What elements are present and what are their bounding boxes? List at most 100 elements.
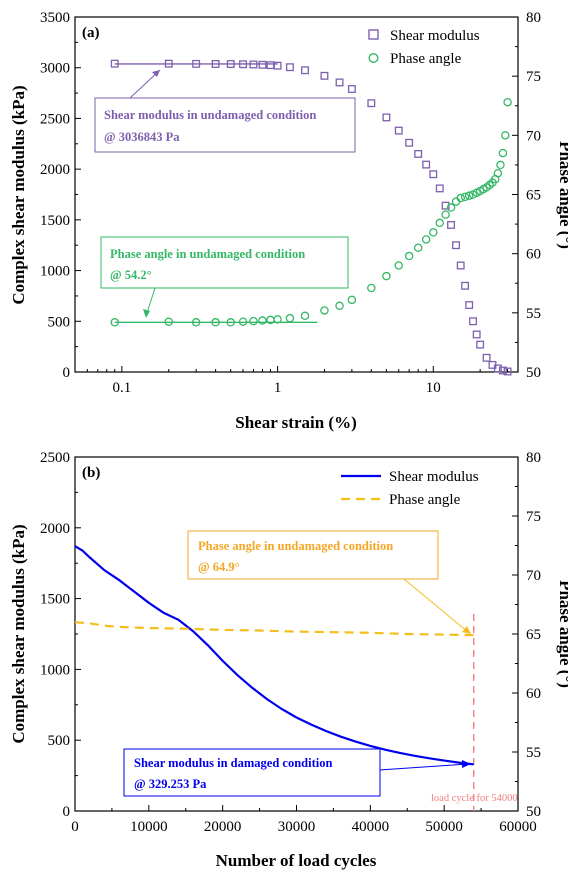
legend-b-shear-modulus-label: Shear modulus [389,469,479,485]
data-point-shear-modulus [503,367,512,376]
y-tick-label: 3500 [40,10,70,26]
y-axis-label-b: Complex shear modulus (kPa) [9,524,28,743]
y2-tick-label: 80 [526,450,541,466]
x-tick-label: 40000 [352,819,390,835]
y-tick-label: 1500 [40,213,70,229]
y-tick-label: 0 [63,365,71,381]
x-tick-label: 1 [274,380,282,396]
data-point-shear-modulus [441,201,450,210]
annotation-line-2: @ 54.2° [110,268,152,282]
x-tick-label: 0.1 [112,380,131,396]
annotation-line-1: Phase angle in undamaged condition [198,539,393,553]
y-tick-label: 2500 [40,111,70,127]
series-a-phase-angle [110,97,512,327]
data-point-phase-angle [320,306,329,315]
data-point-shear-modulus [285,63,294,72]
x-tick-label: 50000 [425,819,463,835]
data-point-shear-modulus [347,85,356,93]
data-point-shear-modulus [482,353,491,362]
data-point-phase-angle [493,168,503,178]
data-point-shear-modulus [452,241,460,250]
annotation-a-phase-angle: Phase angle in undamaged condition @ 54.… [100,236,349,318]
y2-tick-label: 70 [526,568,541,584]
annotation-line-2: @ 3036843 Pa [104,130,180,144]
y2-tick-label: 75 [526,69,541,85]
data-point-shear-modulus [422,160,431,169]
y-tick-label: 1500 [40,592,70,608]
y-tick-label: 2000 [40,521,70,537]
y2-tick-label: 65 [526,627,541,643]
data-point-phase-angle [335,301,344,310]
legend-b-phase-angle-label: Phase angle [389,492,461,508]
data-point-phase-angle [456,193,465,203]
data-point-phase-angle [347,295,357,305]
panel-b: 0 10000 20000 30000 40000 50000 60000 0 500 1000 1… [9,450,568,870]
x-tick-label: 30000 [278,819,316,835]
data-point-phase-angle [501,131,510,140]
panel-a: 0.1 1 10 0 500 1000 1500 2000 2500 3000 3500 50 55 60… [9,10,568,432]
legend-a-shear-modulus-label: Shear modulus [390,28,480,44]
annotation-line-2: @ 329.253 Pa [134,777,207,791]
data-point-shear-modulus [367,99,376,108]
y-tick-label: 3000 [40,61,70,77]
data-point-shear-modulus [456,261,465,270]
y2-tick-label: 65 [526,188,541,204]
data-point-shear-modulus [469,317,477,326]
data-point-shear-modulus [382,113,391,122]
y2-tick-label: 55 [526,745,541,761]
data-point-phase-angle [249,316,258,326]
data-point-shear-modulus [476,340,485,349]
data-point-shear-modulus [273,61,282,70]
data-point-phase-angle [429,228,438,237]
annotation-line-2: @ 64.9° [198,560,240,574]
y-tick-label: 1000 [40,264,70,280]
x-tick-label: 10000 [130,819,168,835]
y-tick-label: 2000 [40,162,70,178]
axes-b: 0 10000 20000 30000 40000 50000 60000 0 500 1000 1… [40,450,541,835]
x-axis-label-b: Number of load cycles [216,851,377,870]
data-point-shear-modulus [266,61,275,70]
x-tick-label: 20000 [204,819,242,835]
data-point-shear-modulus [435,184,444,193]
data-point-shear-modulus [320,71,329,80]
data-point-shear-modulus [335,78,344,87]
legend-b: Shear modulus Phase angle [341,469,479,508]
data-point-phase-angle [460,192,470,202]
data-point-phase-angle [394,261,403,270]
x-tick-label: 60000 [499,819,537,835]
series-line-phase-angle [74,621,474,637]
data-point-shear-modulus [498,366,507,375]
data-point-phase-angle [464,191,474,200]
data-point-shear-modulus [447,220,455,229]
plot-frame-a [74,16,519,373]
series-b [74,545,474,766]
y2-tick-label: 60 [526,247,541,263]
annotation-arrowhead [152,70,160,77]
y2-tick-label: 80 [526,10,541,26]
annotation-arrow [403,578,469,633]
annotation-arrowhead [143,309,150,318]
data-point-phase-angle [300,311,310,321]
data-point-phase-angle [446,203,456,212]
y-tick-label: 0 [63,804,71,820]
data-point-phase-angle [498,148,508,158]
reference-lines-a [114,63,318,323]
data-point-phase-angle [285,313,295,323]
data-point-phase-angle [382,271,391,281]
data-point-phase-angle [421,235,431,244]
y-tick-label: 2500 [40,450,70,466]
y2-tick-label: 75 [526,509,541,525]
data-point-shear-modulus [429,170,438,179]
annotation-arrowhead [462,760,471,768]
annotation-b-shear-modulus: Shear modulus in damaged condition @ 329… [123,748,471,797]
y2-axis-label-b: Phase angle (°) [556,580,568,688]
annotation-box [100,236,349,289]
data-point-phase-angle [404,251,414,261]
annotation-arrowhead [462,626,471,634]
data-point-shear-modulus [301,66,309,75]
x-tick-label: 0 [71,819,79,835]
y2-tick-label: 50 [526,365,541,381]
data-point-shear-modulus [472,330,481,339]
legend-a-phase-angle-label: Phase angle [390,51,462,67]
data-point-phase-angle [435,218,444,228]
